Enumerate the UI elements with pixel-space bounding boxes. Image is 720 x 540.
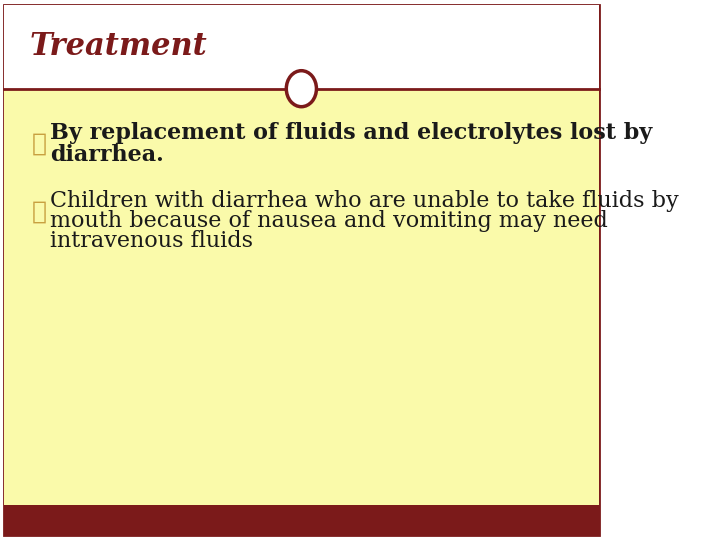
Text: intravenous fluids: intravenous fluids bbox=[50, 230, 253, 252]
Text: mouth because of nausea and vomiting may need: mouth because of nausea and vomiting may… bbox=[50, 210, 608, 232]
Text: By replacement of fluids and electrolytes lost by: By replacement of fluids and electrolyte… bbox=[50, 122, 652, 144]
Text: Treatment: Treatment bbox=[30, 31, 207, 62]
FancyBboxPatch shape bbox=[4, 5, 598, 535]
Text: ❧: ❧ bbox=[32, 132, 47, 155]
Text: ❧: ❧ bbox=[32, 200, 47, 223]
Text: diarrhea.: diarrhea. bbox=[50, 144, 164, 166]
Text: Children with diarrhea who are unable to take fluids by: Children with diarrhea who are unable to… bbox=[50, 190, 679, 212]
Circle shape bbox=[287, 71, 317, 107]
Bar bbox=[4, 89, 598, 505]
Bar bbox=[4, 505, 598, 535]
Bar bbox=[4, 5, 598, 89]
